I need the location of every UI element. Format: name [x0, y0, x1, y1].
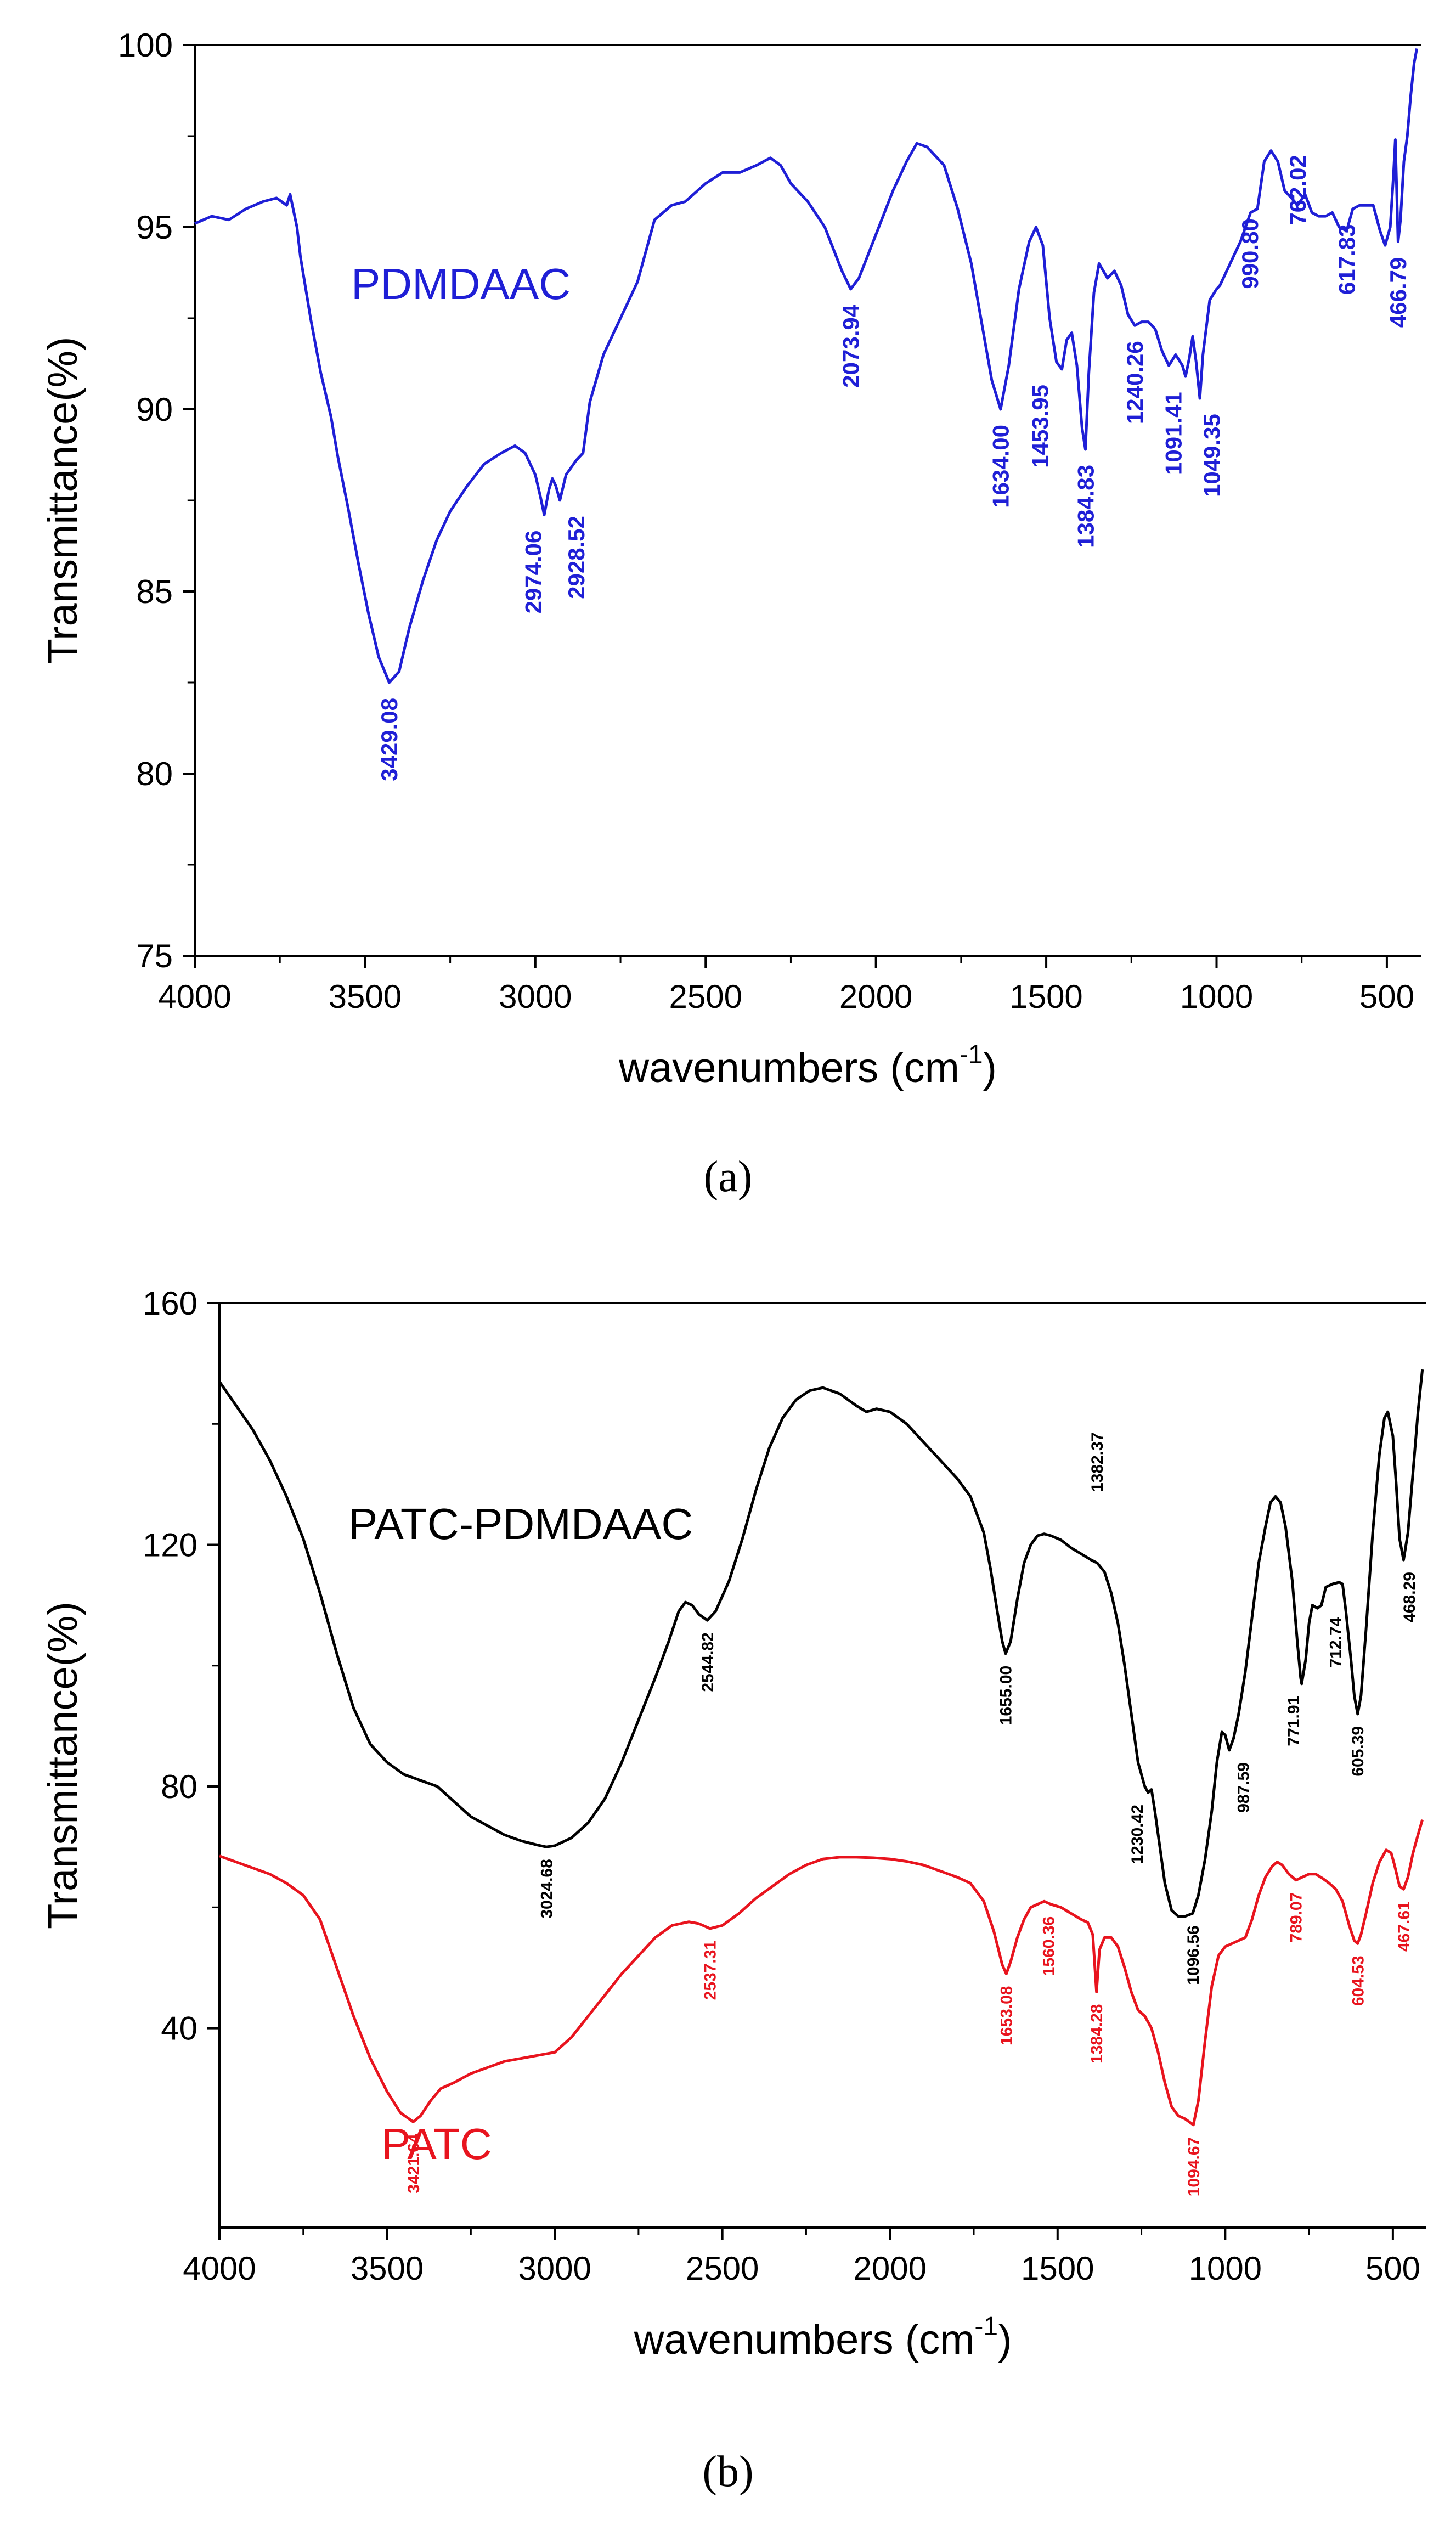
chart-b-svg: 4000 3500 3000 2500 2000 1500 1000 500 40 80 120 16…	[39, 1285, 1426, 2363]
peak-label: 605.39	[1349, 1726, 1367, 1777]
y-tick-label: 85	[136, 573, 173, 610]
caption-b: (b)	[702, 2448, 754, 2496]
x-tick-label: 2000	[839, 978, 912, 1015]
y-axis-title: Transmittance(%)	[39, 337, 86, 664]
x-axis-title: wavenumbers (cm-1)	[634, 2312, 1012, 2363]
peak-label: 1453.95	[1027, 385, 1053, 468]
peak-label: 1091.41	[1160, 392, 1186, 475]
peak-label: 2073.94	[838, 304, 864, 387]
y-tick-label: 100	[118, 27, 173, 64]
x-tick-label: 1500	[1021, 2250, 1094, 2287]
x-tick-label: 500	[1359, 978, 1414, 1015]
peak-label: 468.29	[1401, 1572, 1419, 1622]
peak-label: 1240.26	[1122, 341, 1148, 424]
peak-label: 617.83	[1334, 224, 1360, 295]
x-tick-label: 500	[1365, 2250, 1420, 2287]
peak-label: 789.07	[1288, 1892, 1306, 1943]
peak-label: 1094.67	[1185, 2137, 1203, 2196]
peak-label: 3429.08	[376, 698, 402, 781]
peak-label: 712.74	[1327, 1617, 1345, 1667]
x-axis-title: wavenumbers (cm-1)	[618, 1040, 997, 1091]
peak-label: 2974.06	[521, 531, 546, 614]
x-axis-title-superscript: -1	[960, 1040, 983, 1069]
y-tick-label: 90	[136, 391, 173, 428]
peak-label: 604.53	[1350, 1955, 1368, 2006]
y-tick-label: 160	[143, 1285, 197, 1322]
x-tick-label: 2500	[669, 978, 742, 1015]
x-axis-title-close: )	[983, 1045, 997, 1091]
x-tick-label: 3500	[351, 2250, 424, 2287]
chart-a-svg: 4000 3500 3000 2500 2000 1500 1000 500 75 80 85 90 9…	[39, 27, 1421, 1091]
peak-label: 1655.00	[997, 1666, 1015, 1725]
peak-label: 467.61	[1395, 1901, 1413, 1952]
peak-label: 1634.00	[988, 425, 1014, 508]
caption-a: (a)	[703, 1153, 753, 1201]
peak-label: 2537.31	[701, 1941, 719, 2000]
y-tick-label: 80	[161, 1768, 197, 1805]
peak-label: 3024.68	[538, 1859, 556, 1918]
peak-label: 3421.64	[405, 2134, 423, 2194]
peak-label: 1384.28	[1088, 2004, 1106, 2064]
peak-label: 466.79	[1385, 257, 1411, 328]
peak-label: 1560.36	[1040, 1916, 1058, 1976]
x-tick-label: 4000	[183, 2250, 256, 2287]
peak-label: 987.59	[1234, 1762, 1252, 1813]
x-axis-title-superscript: -1	[974, 2312, 998, 2341]
chart-panel-a: 4000 3500 3000 2500 2000 1500 1000 500 75 80 85 90 9…	[0, 0, 1456, 1251]
chart-1-group: 4000 3500 3000 2500 2000 1500 1000 500 40 80 120 16…	[39, 1285, 1426, 2363]
series-label-patc-pdmdaac: PATC-PDMDAAC	[348, 1500, 693, 1548]
y-tick-label: 75	[136, 938, 173, 974]
peak-label: 990.80	[1237, 218, 1263, 289]
y-tick-label: 40	[161, 2010, 197, 2047]
peak-label: 762.02	[1285, 155, 1311, 225]
x-tick-label: 1000	[1180, 978, 1253, 1015]
peak-label: 2544.82	[699, 1632, 717, 1692]
chart-panel-b: 4000 3500 3000 2500 2000 1500 1000 500 40 80 120 16…	[0, 1251, 1456, 2531]
x-tick-label: 4000	[158, 978, 231, 1015]
series-line-patc-pdmdaac	[218, 1369, 1424, 1918]
chart-0-group: 4000 3500 3000 2500 2000 1500 1000 500 75 80 85 90 9…	[39, 27, 1421, 1091]
x-tick-label: 1000	[1189, 2250, 1262, 2287]
x-tick-label: 2500	[686, 2250, 759, 2287]
peak-label: 1382.37	[1088, 1433, 1107, 1492]
peak-label: 1096.56	[1184, 1925, 1203, 1985]
series-label-patc: PATC	[381, 2119, 492, 2168]
x-tick-label: 3000	[518, 2250, 591, 2287]
peak-label: 1653.08	[998, 1986, 1016, 2045]
peak-label: 1230.42	[1128, 1805, 1147, 1864]
x-axis-title-close: )	[998, 2316, 1012, 2363]
y-tick-label: 120	[143, 1527, 197, 1564]
y-tick-label: 95	[136, 209, 173, 246]
peak-label: 1384.83	[1073, 465, 1098, 548]
x-tick-label: 3500	[329, 978, 402, 1015]
series-line-pdmdaac	[194, 48, 1419, 684]
x-tick-label: 3000	[499, 978, 572, 1015]
y-axis-title: Transmittance(%)	[39, 1602, 86, 1929]
series-label-pdmdaac: PDMDAAC	[351, 260, 571, 308]
series-line-patc	[219, 1819, 1424, 2127]
y-tick-label: 80	[136, 756, 173, 792]
x-tick-label: 2000	[853, 2250, 926, 2287]
peak-label: 2928.52	[563, 516, 589, 599]
peak-label: 1049.35	[1199, 414, 1225, 497]
peak-label: 771.91	[1285, 1696, 1303, 1746]
x-tick-label: 1500	[1009, 978, 1082, 1015]
